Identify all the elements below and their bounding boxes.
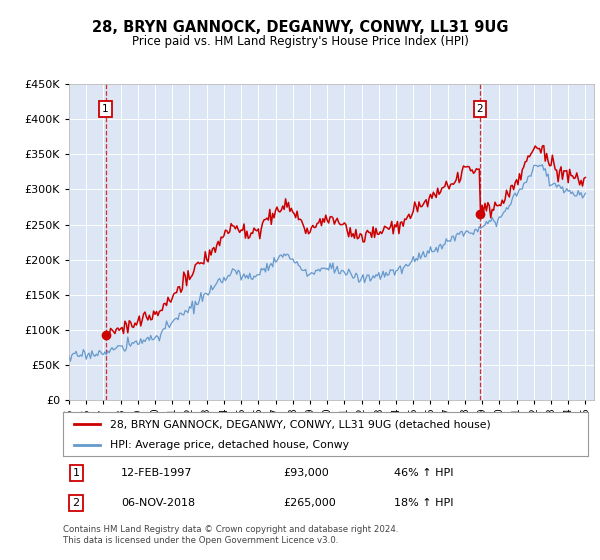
Text: £93,000: £93,000 — [284, 468, 329, 478]
Text: 2: 2 — [73, 498, 80, 508]
Text: 28, BRYN GANNOCK, DEGANWY, CONWY, LL31 9UG (detached house): 28, BRYN GANNOCK, DEGANWY, CONWY, LL31 9… — [110, 419, 491, 429]
Text: 2: 2 — [476, 104, 483, 114]
Text: 12-FEB-1997: 12-FEB-1997 — [121, 468, 192, 478]
Text: 1: 1 — [73, 468, 80, 478]
Text: Price paid vs. HM Land Registry's House Price Index (HPI): Price paid vs. HM Land Registry's House … — [131, 35, 469, 48]
Text: £265,000: £265,000 — [284, 498, 336, 508]
Text: 1: 1 — [102, 104, 109, 114]
Text: 28, BRYN GANNOCK, DEGANWY, CONWY, LL31 9UG: 28, BRYN GANNOCK, DEGANWY, CONWY, LL31 9… — [92, 20, 508, 35]
Text: 46% ↑ HPI: 46% ↑ HPI — [394, 468, 453, 478]
Text: HPI: Average price, detached house, Conwy: HPI: Average price, detached house, Conw… — [110, 440, 349, 450]
Text: 18% ↑ HPI: 18% ↑ HPI — [394, 498, 453, 508]
Text: 06-NOV-2018: 06-NOV-2018 — [121, 498, 195, 508]
Text: Contains HM Land Registry data © Crown copyright and database right 2024.
This d: Contains HM Land Registry data © Crown c… — [63, 525, 398, 545]
